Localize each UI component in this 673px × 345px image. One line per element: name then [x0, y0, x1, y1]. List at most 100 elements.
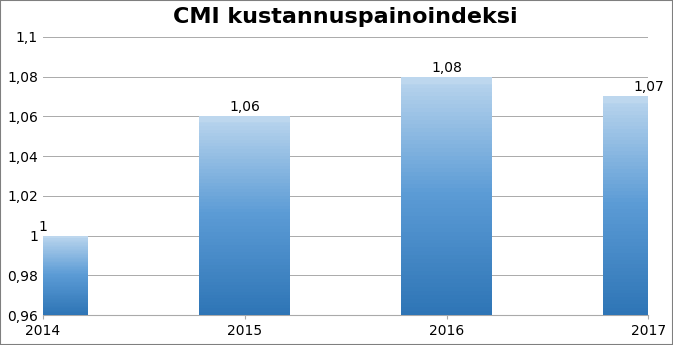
Bar [401, 124, 492, 128]
Bar [199, 312, 290, 315]
Bar [0, 312, 88, 314]
Bar [199, 216, 290, 219]
Bar [199, 186, 290, 189]
Bar [401, 196, 492, 200]
Bar [0, 302, 88, 303]
Bar [603, 133, 673, 137]
Bar [603, 151, 673, 155]
Bar [0, 286, 88, 287]
Bar [603, 166, 673, 169]
Bar [199, 149, 290, 153]
Bar [603, 147, 673, 151]
Bar [0, 304, 88, 306]
Bar [401, 136, 492, 140]
Bar [401, 303, 492, 307]
Bar [603, 242, 673, 246]
Bar [401, 204, 492, 208]
Bar [0, 307, 88, 308]
Bar [199, 288, 290, 292]
Bar [0, 311, 88, 312]
Bar [199, 146, 290, 149]
Bar [401, 80, 492, 85]
Bar [0, 303, 88, 304]
Bar [0, 310, 88, 311]
Bar [0, 245, 88, 246]
Bar [401, 132, 492, 136]
Bar [0, 257, 88, 258]
Bar [0, 270, 88, 271]
Bar [199, 123, 290, 126]
Bar [603, 140, 673, 144]
Bar [199, 213, 290, 216]
Bar [199, 166, 290, 169]
Bar [603, 198, 673, 202]
Bar [401, 236, 492, 239]
Bar [0, 244, 88, 245]
Bar [0, 295, 88, 296]
Bar [603, 300, 673, 304]
Bar [603, 312, 673, 315]
Bar [199, 120, 290, 123]
Bar [199, 229, 290, 232]
Bar [199, 255, 290, 259]
Bar [401, 108, 492, 112]
Bar [603, 202, 673, 206]
Bar [401, 208, 492, 212]
Bar [199, 133, 290, 136]
Bar [199, 159, 290, 163]
Bar [0, 287, 88, 288]
Bar [0, 258, 88, 259]
Bar [603, 260, 673, 264]
Bar [603, 282, 673, 286]
Bar [0, 273, 88, 274]
Bar [401, 311, 492, 315]
Bar [199, 232, 290, 236]
Bar [0, 298, 88, 299]
Text: 1,08: 1,08 [431, 61, 462, 75]
Bar [401, 224, 492, 228]
Bar [603, 289, 673, 293]
Bar [199, 259, 290, 262]
Bar [0, 288, 88, 290]
Bar [603, 122, 673, 126]
Title: CMI kustannuspainoindeksi: CMI kustannuspainoindeksi [173, 7, 518, 27]
Text: 1,06: 1,06 [229, 100, 260, 114]
Bar [0, 261, 88, 262]
Bar [199, 236, 290, 239]
Bar [603, 249, 673, 253]
Bar [199, 282, 290, 285]
Bar [401, 244, 492, 247]
Bar [401, 279, 492, 283]
Bar [199, 279, 290, 282]
Bar [401, 100, 492, 105]
Bar [603, 188, 673, 191]
Bar [199, 219, 290, 222]
Bar [603, 213, 673, 217]
Bar [603, 206, 673, 209]
Bar [199, 169, 290, 172]
Bar [401, 172, 492, 176]
Bar [199, 252, 290, 255]
Bar [0, 236, 88, 237]
Bar [401, 259, 492, 263]
Bar [603, 144, 673, 147]
Bar [199, 196, 290, 199]
Bar [0, 263, 88, 265]
Bar [401, 287, 492, 291]
Bar [199, 136, 290, 139]
Bar [603, 253, 673, 257]
Bar [401, 283, 492, 287]
Bar [199, 126, 290, 130]
Bar [603, 231, 673, 235]
Bar [0, 291, 88, 293]
Bar [401, 77, 492, 84]
Bar [603, 111, 673, 115]
Bar [199, 298, 290, 302]
Bar [199, 209, 290, 213]
Bar [199, 189, 290, 193]
Bar [603, 264, 673, 268]
Bar [401, 239, 492, 244]
Bar [0, 265, 88, 266]
Bar [199, 130, 290, 133]
Bar [603, 286, 673, 289]
